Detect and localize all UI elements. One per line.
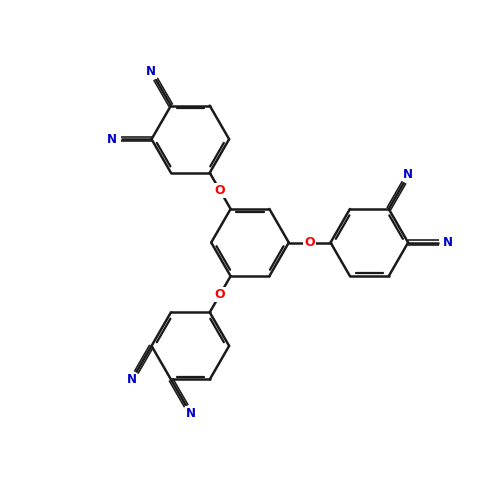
Text: N: N xyxy=(108,132,118,145)
Text: O: O xyxy=(304,236,315,249)
Text: N: N xyxy=(127,374,137,386)
Text: N: N xyxy=(186,407,196,420)
Text: O: O xyxy=(215,288,226,300)
Text: N: N xyxy=(442,236,452,249)
Text: N: N xyxy=(404,168,413,181)
Text: O: O xyxy=(215,184,226,198)
Text: N: N xyxy=(146,65,156,78)
